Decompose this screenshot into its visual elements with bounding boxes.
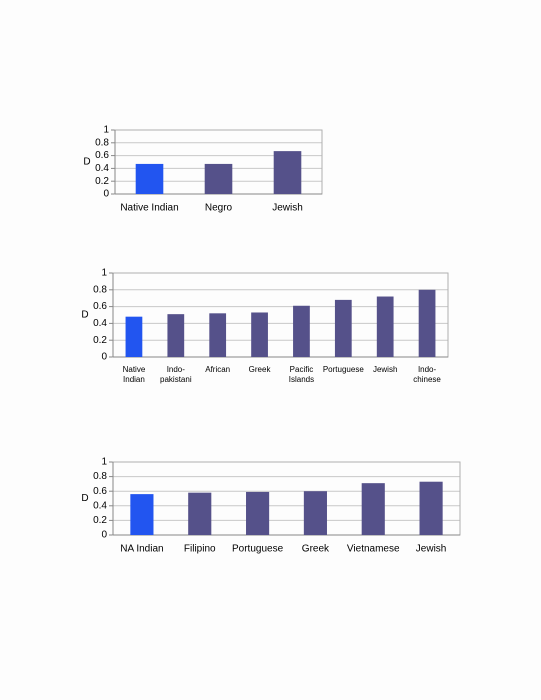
y-tick-label: 0 <box>103 189 109 200</box>
x-tick-label-line: Indo- <box>418 365 437 374</box>
bar <box>303 491 327 535</box>
bar <box>293 305 310 357</box>
x-tick-label-line: Indian <box>123 375 145 384</box>
x-tick-label-line: African <box>205 365 230 374</box>
y-tick-label: 0 <box>101 530 107 541</box>
bar <box>130 494 154 535</box>
x-tick-label: Greek <box>302 544 330 555</box>
bar <box>251 312 268 357</box>
bar <box>246 491 270 535</box>
x-tick-label: Native Indian <box>120 203 178 214</box>
x-tick-label-line: Pacific <box>290 365 314 374</box>
x-tick-label-line: Jewish <box>373 365 397 374</box>
y-tick-label: 0.6 <box>95 150 109 161</box>
bar <box>167 314 185 357</box>
x-tick-label-line: pakistani <box>160 375 192 384</box>
plot-frame <box>112 272 449 358</box>
bar <box>418 289 436 357</box>
plot-frame <box>112 461 461 536</box>
y-tick-label: 1 <box>103 125 109 136</box>
x-tick-label-line: Islands <box>289 375 314 384</box>
y-tick-label: 0.4 <box>93 318 107 329</box>
x-tick-label: NA Indian <box>120 544 163 555</box>
y-tick-label: 0.8 <box>93 284 107 295</box>
x-tick-label: Negro <box>205 203 233 214</box>
x-tick-label: Greek <box>249 365 272 374</box>
x-tick-label: Jewish <box>272 203 303 214</box>
x-tick-label: Indo-pakistani <box>160 365 192 384</box>
x-tick-label-line: chinese <box>413 375 441 384</box>
x-tick-label: Indo-chinese <box>413 365 441 384</box>
bar <box>188 492 212 535</box>
bar <box>135 163 164 194</box>
bar <box>204 163 233 194</box>
y-tick-label: 0.4 <box>93 500 107 511</box>
y-tick-label: 0.2 <box>93 515 107 526</box>
x-tick-label: Portuguese <box>323 365 364 374</box>
y-tick-label: 0 <box>101 352 107 363</box>
bar <box>273 151 302 194</box>
y-tick-label: 0.6 <box>93 301 107 312</box>
x-tick-label: Jewish <box>373 365 397 374</box>
x-tick-label: Portuguese <box>232 544 284 555</box>
y-axis-label: D <box>81 310 88 321</box>
bar <box>419 481 443 535</box>
y-tick-label: 0.4 <box>95 163 109 174</box>
y-axis-label: D <box>83 157 90 168</box>
x-tick-label: Native Indian <box>123 365 146 384</box>
y-tick-label: 0.8 <box>95 137 109 148</box>
y-tick-label: 0.2 <box>95 176 109 187</box>
x-tick-label: African <box>205 365 230 374</box>
x-tick-label-line: Indo- <box>167 365 186 374</box>
x-tick-label: Filipino <box>184 544 216 555</box>
x-tick-label-line: Portuguese <box>323 365 364 374</box>
y-tick-label: 0.2 <box>93 335 107 346</box>
bar <box>361 483 385 535</box>
x-tick-label-line: Greek <box>249 365 272 374</box>
y-tick-label: 0.6 <box>93 486 107 497</box>
y-tick-label: 1 <box>101 457 107 468</box>
x-tick-label-line: Native <box>123 365 146 374</box>
bar <box>334 299 352 357</box>
y-tick-label: 1 <box>101 268 107 279</box>
y-axis-label: D <box>81 493 88 504</box>
bar <box>125 316 143 357</box>
y-tick-label: 0.8 <box>93 471 107 482</box>
x-tick-label: Vietnamese <box>347 544 400 555</box>
bar <box>209 313 227 357</box>
bar <box>376 296 394 357</box>
x-tick-label: Jewish <box>416 544 447 555</box>
x-tick-label: Pacific Islands <box>289 365 314 384</box>
